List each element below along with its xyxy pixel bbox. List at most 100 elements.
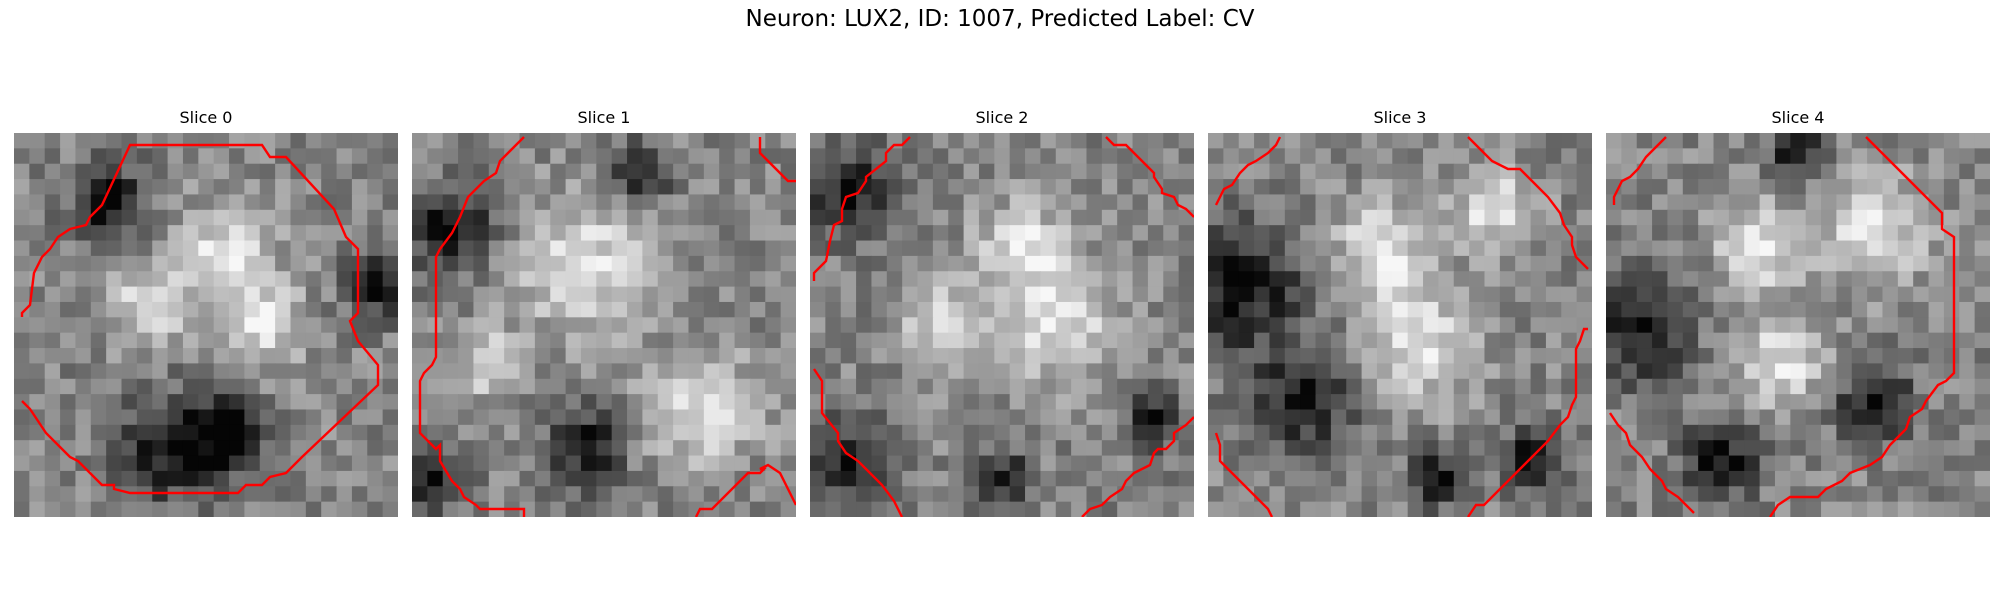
pixel	[90, 378, 107, 395]
pixel	[1728, 363, 1745, 380]
pixel	[121, 240, 138, 257]
pixel	[1515, 470, 1532, 487]
pixel	[565, 394, 582, 411]
pixel	[657, 394, 674, 411]
pixel	[1974, 317, 1990, 334]
pixel	[275, 225, 292, 242]
pixel	[719, 225, 736, 242]
pixel	[1071, 133, 1088, 149]
pixel	[1376, 163, 1393, 180]
pixel	[1821, 501, 1837, 517]
pixel	[1652, 225, 1669, 242]
pixel	[1254, 271, 1271, 288]
pixel	[1652, 179, 1669, 196]
pixel	[1330, 363, 1347, 380]
pixel	[1821, 424, 1837, 441]
pixel	[1040, 148, 1057, 165]
pixel	[1346, 163, 1363, 180]
pixel	[1147, 240, 1164, 257]
pixel	[1882, 179, 1899, 196]
pixel	[611, 363, 628, 380]
pixel	[1790, 394, 1807, 411]
pixel	[305, 455, 322, 472]
pixel	[1040, 133, 1057, 149]
pixel	[1438, 209, 1455, 226]
pixel	[1913, 486, 1930, 503]
pixel	[1836, 209, 1853, 226]
pixel	[1774, 455, 1791, 472]
pixel	[1238, 240, 1255, 257]
pixel	[336, 317, 353, 334]
pixel	[1392, 133, 1409, 149]
pixel	[1132, 409, 1149, 426]
slice-3-image	[1208, 133, 1592, 517]
pixel	[167, 409, 184, 426]
pixel	[734, 348, 751, 364]
pixel	[152, 225, 169, 242]
pixel	[1147, 332, 1164, 349]
pixel	[1101, 501, 1118, 517]
pixel	[1300, 424, 1317, 441]
pixel	[106, 440, 123, 457]
pixel	[1208, 209, 1224, 226]
pixel	[825, 163, 842, 180]
pixel	[871, 225, 888, 242]
pixel	[213, 317, 230, 334]
pixel	[1178, 240, 1194, 257]
pixel	[1330, 455, 1347, 472]
pixel	[1163, 225, 1180, 242]
pixel	[1117, 209, 1134, 226]
pixel	[1897, 363, 1914, 380]
pixel	[1284, 240, 1301, 257]
pixel	[749, 240, 766, 257]
pixel	[611, 378, 628, 395]
pixel	[1744, 148, 1761, 165]
pixel	[1238, 301, 1255, 318]
pixel	[1974, 409, 1990, 426]
pixel	[213, 286, 230, 303]
pixel	[1621, 394, 1638, 411]
pixel	[1254, 209, 1271, 226]
pixel	[1545, 317, 1562, 334]
pixel	[1254, 194, 1271, 211]
pixel	[1086, 332, 1103, 349]
pixel	[1163, 148, 1180, 165]
pixel	[703, 363, 720, 380]
pixel	[749, 286, 766, 303]
pixel	[121, 378, 138, 395]
pixel	[1208, 133, 1224, 149]
pixel	[810, 501, 826, 517]
pixel	[780, 271, 796, 288]
slice-2-image	[810, 133, 1194, 517]
pixel	[657, 301, 674, 318]
pixel	[519, 163, 536, 180]
pixel	[1208, 255, 1224, 272]
pixel	[1943, 363, 1960, 380]
pixel	[550, 440, 567, 457]
pixel	[1147, 317, 1164, 334]
pixel	[382, 394, 398, 411]
pixel	[1790, 470, 1807, 487]
pixel	[719, 240, 736, 257]
pixel	[442, 486, 459, 503]
pixel	[382, 486, 398, 503]
pixel	[642, 148, 659, 165]
pixel	[519, 363, 536, 380]
pixel	[229, 271, 245, 288]
pixel	[1407, 486, 1424, 503]
pixel	[382, 409, 398, 426]
pixel	[121, 209, 138, 226]
pixel	[44, 470, 61, 487]
pixel	[1713, 194, 1730, 211]
pixel	[734, 317, 751, 334]
pixel	[488, 286, 505, 303]
pixel	[1561, 301, 1578, 318]
pixel	[1178, 255, 1194, 272]
pixel	[1851, 271, 1868, 288]
pixel	[673, 394, 690, 411]
slice-1-contour	[418, 136, 526, 517]
pixel	[932, 301, 949, 318]
pixel	[1178, 179, 1194, 196]
pixel	[90, 424, 107, 441]
pixel	[1606, 163, 1622, 180]
